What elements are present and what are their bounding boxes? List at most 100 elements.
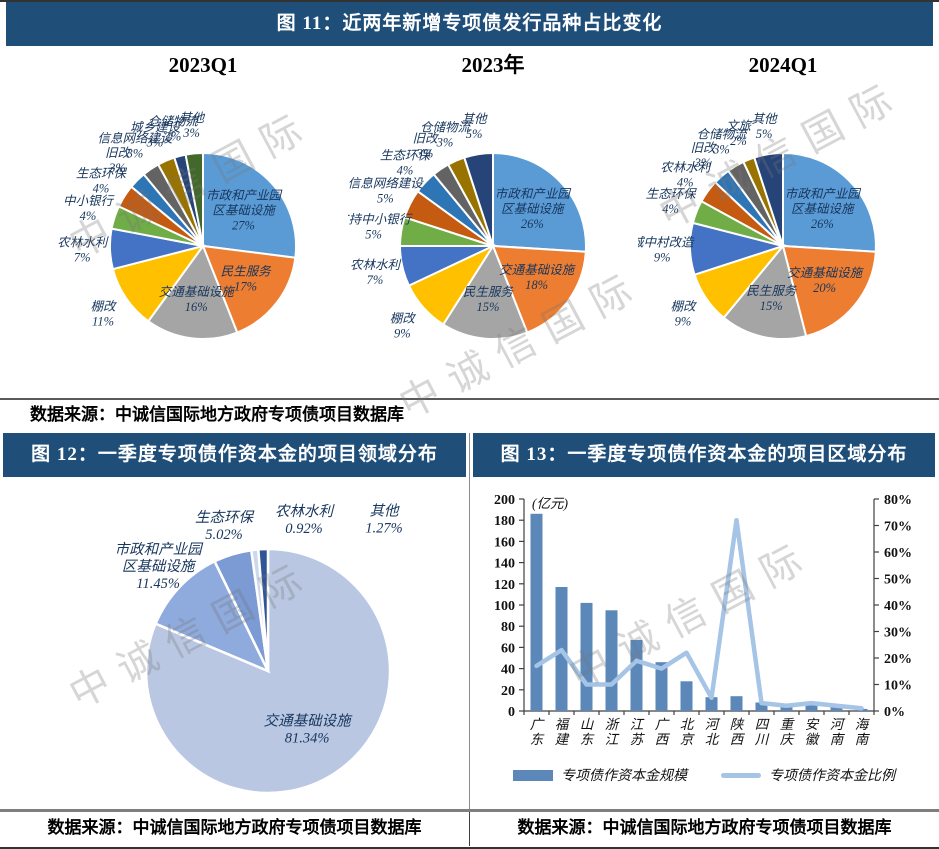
right-axis-tick-label: 80% <box>884 493 912 508</box>
pie-slice <box>256 547 270 672</box>
figure12-source: 数据来源：中诚信国际地方政府专项债项目数据库 <box>0 812 469 846</box>
pie-title-2023: 2023年 <box>461 53 525 77</box>
pie-label: 交通基础设施 20% <box>787 266 865 295</box>
figure12-pie-chart: 交通基础设施 81.34% 市政和产业园区基础设施 11.45% 生态环保 5.02% 农林… <box>0 479 469 809</box>
pie-label: 市政和产业园区基础设施 11.45% <box>115 541 204 592</box>
left-axis-tick-label: 180 <box>494 514 515 529</box>
pie-title-2024q1: 2024Q1 <box>748 53 818 77</box>
bottom-sources: 数据来源：中诚信国际地方政府专项债项目数据库 数据来源：中诚信国际地方政府专项债… <box>0 809 939 846</box>
right-axis-tick-label: 40% <box>884 599 912 614</box>
combo-chart-svg: 0 20 40 60 80 100 120 140 160 180 200 0% 10% 20% 30% 40… <box>494 493 912 747</box>
bar <box>605 610 618 711</box>
left-axis-tick-label: 20 <box>501 684 515 699</box>
left-axis-tick-label: 160 <box>494 535 515 550</box>
pie-label: 其他 3% <box>179 111 206 140</box>
pie-slice <box>153 559 271 674</box>
x-axis-category-label: 陕西 <box>730 717 746 747</box>
bar <box>730 696 743 711</box>
figure11-source-text: 数据来源：中诚信国际地方政府专项债项目数据库 <box>30 405 404 424</box>
legend-line-swatch <box>721 772 761 778</box>
pie-label: 生态环保 4% <box>76 167 128 196</box>
pie-slice <box>202 151 297 259</box>
pie-label: 信息网络建设 5% <box>348 177 424 206</box>
pie-label: 文旅 2% <box>726 119 754 148</box>
figure13-source-text: 数据来源：中诚信国际地方政府专项债项目数据库 <box>517 818 892 837</box>
pie-label: 民生服务 17% <box>221 265 273 294</box>
pie-slice <box>184 151 204 247</box>
pie-label: 农林水利 4% <box>660 160 712 189</box>
pie-label: 支持中小银行5% <box>348 213 414 242</box>
legend-item-line: 专项债作资本金比例 <box>721 765 895 785</box>
pie-label: 城中村改造9% <box>638 235 695 264</box>
x-axis-category-label: 河北 <box>705 717 721 747</box>
x-axis-category-label: 江苏 <box>630 717 646 747</box>
right-axis-tick-label: 10% <box>884 679 912 694</box>
pie-label: 信息网络建设 3% <box>97 132 174 161</box>
x-axis-category-label: 北京 <box>680 717 696 747</box>
x-axis-category-label: 重庆 <box>780 717 796 747</box>
pie-slice <box>492 151 587 253</box>
left-axis-tick-label: 80 <box>501 620 515 635</box>
pie-label: 生态环保 5.02% <box>195 509 254 543</box>
bar <box>530 513 543 711</box>
pie-label: 其他 5% <box>752 112 779 141</box>
pie-block-2023: 2023年 市政和产业园区基础设施 26% 交通基础设施 18% 民生服务 15% 棚改 9%… <box>348 50 638 398</box>
figure13-source: 数据来源：中诚信国际地方政府专项债项目数据库 <box>469 812 939 846</box>
x-axis-category-label: 广东 <box>530 717 546 747</box>
right-axis-tick-label: 20% <box>884 652 912 667</box>
pie-label: 交通基础设施 18% <box>499 263 577 292</box>
figure13-panel: 图 13：一季度专项债作资本金的项目区域分布 0 20 40 60 80 100 120 14… <box>469 433 938 809</box>
bottom-figures: 图 12：一季度专项债作资本金的项目领域分布 交通基础设施 81.34% 市政和产业… <box>0 433 939 809</box>
right-axis-tick-label: 30% <box>884 626 912 641</box>
pie-label: 交通基础设施 81.34% <box>264 712 353 746</box>
pie-label: 市政和产业园区基础设施 26% <box>785 187 862 231</box>
legend-item-bar: 专项债作资本金规模 <box>513 765 687 785</box>
pie-slice <box>781 244 877 338</box>
bar <box>680 681 693 711</box>
right-axis-tick-label: 50% <box>884 573 912 588</box>
bar <box>580 602 593 711</box>
pie-label: 生态环保 4% <box>646 187 698 216</box>
legend-bar-swatch <box>513 769 553 781</box>
pie-label: 农林水利 7% <box>58 235 109 264</box>
bar <box>805 704 818 711</box>
pie-label: 民生服务 15% <box>463 285 515 314</box>
x-axis-category-label: 浙江 <box>605 717 621 747</box>
pie-label: 其他 5% <box>462 112 489 141</box>
pie-slice <box>782 151 877 253</box>
figure13-title: 图 13：一季度专项债作资本金的项目区域分布 <box>500 444 908 465</box>
pie-label: 其他 1.27% <box>365 502 402 536</box>
figure12-panel: 图 12：一季度专项债作资本金的项目领域分布 交通基础设施 81.34% 市政和产业… <box>0 433 469 809</box>
left-axis-tick-label: 140 <box>494 557 515 572</box>
pie-slice <box>491 244 587 334</box>
pie-slice <box>463 151 494 247</box>
x-axis-category-label: 四川 <box>755 717 770 747</box>
x-axis-category-label: 安徽 <box>805 717 821 747</box>
pie-label: 市政和产业园区基础设施 27% <box>206 188 283 232</box>
pie-label: 农林水利 7% <box>350 258 402 287</box>
pie-slice <box>201 244 297 334</box>
x-axis-category-label: 河南 <box>830 717 846 747</box>
axes <box>519 498 879 715</box>
pie-block-2024q1: 2024Q1 市政和产业园区基础设施 26% 交通基础设施 20% 民生服务 15% 棚改 9… <box>638 50 928 398</box>
pie-label: 生态环保 4% <box>380 149 432 178</box>
left-axis-tick-label: 40 <box>501 663 515 678</box>
pie-chart-svg: 市政和产业园区基础设施 26% 交通基础设施 18%民生服务 15% 棚改 9% 农林水利 7%… <box>348 112 587 341</box>
pie-slice <box>441 243 529 340</box>
left-axis-tick-label: 60 <box>501 641 515 656</box>
bar <box>830 706 843 711</box>
left-axis-tick-label: 120 <box>494 578 515 593</box>
right-axis-tick-label: 0% <box>884 705 905 720</box>
pie-chart-2023q1: 市政和产业园区基础设施 27% 民生服务 17% 交通基础设施 16% 棚改 11% 农林水利 7… <box>58 78 348 394</box>
figure11-charts: 2023Q1 市政和产业园区基础设施 27% 民生服务 17% 交通基础设施 16% 棚改 1… <box>0 50 939 398</box>
pie-label: 棚改 9% <box>670 300 697 329</box>
pie-chart-2023: 市政和产业园区基础设施 26% 交通基础设施 18% 民生服务 15% 棚改 9% 农林水利 7%… <box>348 78 638 394</box>
pie-slice <box>722 243 808 341</box>
pie-label: 中小银行 4% <box>63 194 116 223</box>
figure12-header: 图 12：一季度专项债作资本金的项目领域分布 <box>3 433 466 477</box>
x-axis-category-label: 山东 <box>580 717 595 747</box>
figure13-header: 图 13：一季度专项债作资本金的项目区域分布 <box>473 433 935 477</box>
